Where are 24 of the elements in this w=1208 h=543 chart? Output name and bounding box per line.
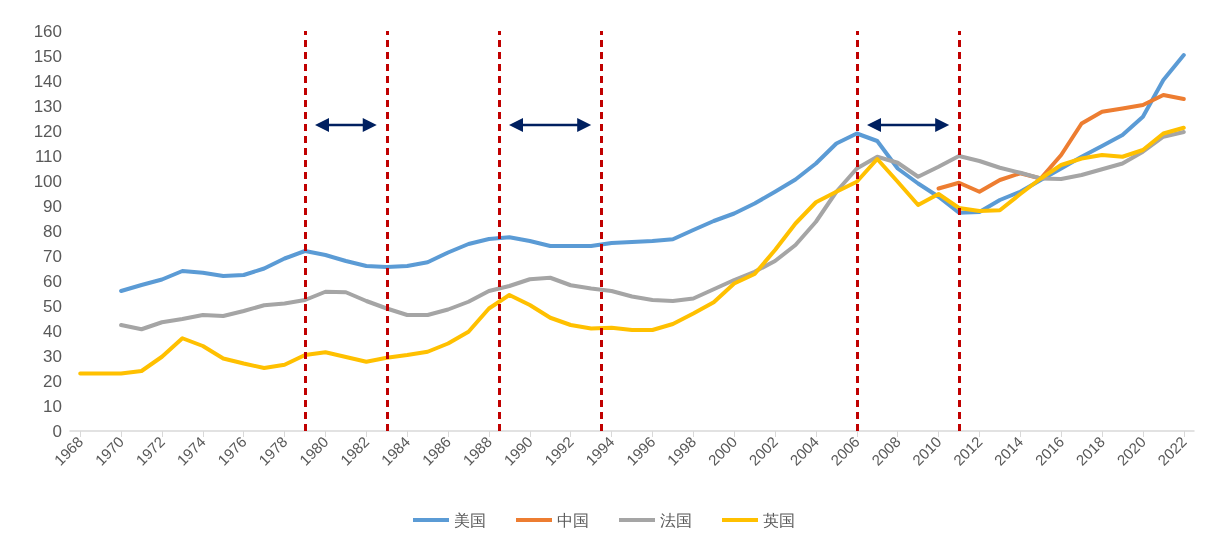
y-tick-label: 0 bbox=[52, 421, 62, 441]
line-series bbox=[78, 125, 1186, 376]
y-tick-label: 90 bbox=[43, 196, 62, 216]
y-tick-label: 120 bbox=[33, 121, 62, 141]
y-tick-label: 10 bbox=[43, 396, 62, 416]
y-tick-label: 150 bbox=[33, 46, 62, 66]
line-series bbox=[119, 130, 1186, 332]
y-tick-label: 100 bbox=[33, 171, 62, 191]
y-tick-label: 160 bbox=[33, 21, 62, 41]
y-tick-label: 140 bbox=[33, 71, 62, 91]
y-tick-label: 80 bbox=[43, 221, 62, 241]
y-tick-label: 60 bbox=[43, 271, 62, 291]
y-tick-label: 30 bbox=[43, 346, 62, 366]
y-tick-label: 70 bbox=[43, 246, 62, 266]
legend-label: 中国 bbox=[557, 510, 589, 530]
line-series bbox=[119, 53, 1186, 293]
y-tick-label: 50 bbox=[43, 296, 62, 316]
legend-label: 法国 bbox=[660, 510, 692, 530]
legend-label: 英国 bbox=[763, 510, 795, 530]
y-tick-label: 40 bbox=[43, 321, 62, 341]
legend-label: 美国 bbox=[454, 510, 486, 530]
y-tick-label: 20 bbox=[43, 371, 62, 391]
y-tick-label: 130 bbox=[33, 96, 62, 116]
y-tick-label: 110 bbox=[34, 146, 62, 166]
